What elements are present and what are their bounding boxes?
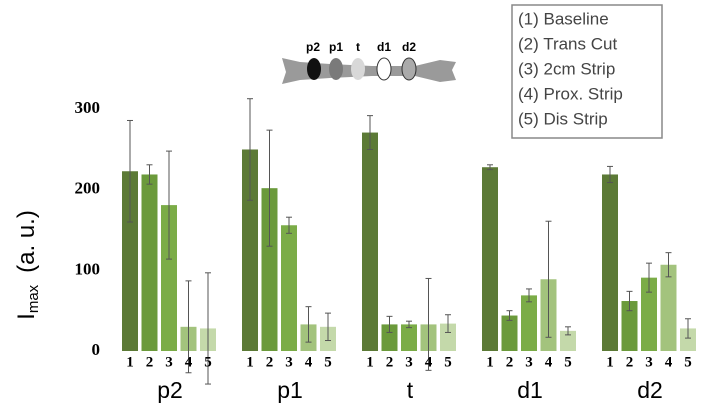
bar (261, 188, 278, 351)
inset-label: p2 (306, 40, 320, 54)
inset-label: d1 (377, 40, 391, 54)
bar-label: 1 (606, 354, 614, 370)
marker-p1 (329, 58, 343, 80)
y-tick-label: 300 (75, 98, 101, 117)
bar-label: 3 (285, 354, 293, 370)
bar-label: 2 (506, 354, 514, 370)
bar-label: 2 (626, 354, 634, 370)
legend-entry: (5) Dis Strip (518, 109, 608, 128)
bar-label: 1 (126, 354, 134, 370)
legend-entry: (2) Trans Cut (518, 34, 617, 53)
bar (440, 323, 456, 351)
inset-label: d2 (402, 40, 416, 54)
marker-d1 (376, 57, 392, 81)
bar-label: 1 (366, 354, 374, 370)
bar-label: 2 (266, 354, 274, 370)
bar-label: 3 (165, 354, 173, 370)
legend-entry: (3) 2cm Strip (518, 59, 615, 78)
bar (621, 301, 638, 351)
bar (660, 264, 677, 351)
bar (141, 174, 158, 351)
inset-diagram (282, 57, 456, 84)
bar (501, 315, 518, 351)
bar-label: 1 (486, 354, 494, 370)
bar-label: 5 (324, 354, 332, 370)
bar-label: 3 (645, 354, 653, 370)
inset-label: p1 (329, 40, 343, 54)
legend-box (511, 4, 663, 139)
y-tick-label: 200 (75, 179, 101, 198)
bone-shape (282, 58, 456, 84)
x-tick-label: d2 (637, 377, 663, 403)
bar-label: 4 (545, 354, 553, 370)
bar (560, 330, 576, 351)
marker-p2 (307, 58, 321, 80)
marker-t (351, 58, 365, 80)
x-tick-label: p2 (157, 377, 183, 403)
inset-label: t (356, 40, 360, 54)
bar-label: 5 (564, 354, 572, 370)
bar (362, 132, 378, 351)
y-axis-label: Imax (a. u.) (13, 210, 42, 320)
y-tick-label: 100 (75, 259, 101, 278)
bar (680, 328, 696, 351)
legend-entry: (4) Prox. Strip (518, 84, 623, 103)
bar (521, 295, 537, 351)
bar-label: 5 (204, 354, 212, 370)
bar (641, 277, 657, 351)
bar-label: 4 (185, 354, 193, 370)
bar (242, 149, 258, 351)
bar (161, 205, 177, 351)
bar-label: 4 (425, 354, 433, 370)
bar-label: 4 (665, 354, 673, 370)
y-label-sub: max (25, 284, 42, 313)
bar-label: 1 (246, 354, 254, 370)
bar-label: 3 (525, 354, 533, 370)
x-tick-label: t (407, 377, 414, 403)
y-label-main: I (13, 313, 40, 320)
bar-label: 2 (146, 354, 154, 370)
bar (122, 171, 138, 351)
bar (381, 324, 398, 351)
marker-d2 (401, 57, 417, 81)
bar-label: 5 (684, 354, 692, 370)
bar (482, 167, 498, 351)
bar (281, 225, 297, 351)
y-label-unit: (a. u.) (13, 210, 40, 273)
x-tick-label: p1 (277, 377, 303, 403)
bar-label: 3 (405, 354, 413, 370)
bar-label: 2 (386, 354, 394, 370)
x-tick-label: d1 (517, 377, 543, 403)
y-tick-label: 0 (92, 340, 101, 359)
bar (401, 324, 417, 351)
bar (602, 174, 618, 351)
legend-entry: (1) Baseline (518, 9, 609, 28)
bar-label: 5 (444, 354, 452, 370)
bar-label: 4 (305, 354, 313, 370)
